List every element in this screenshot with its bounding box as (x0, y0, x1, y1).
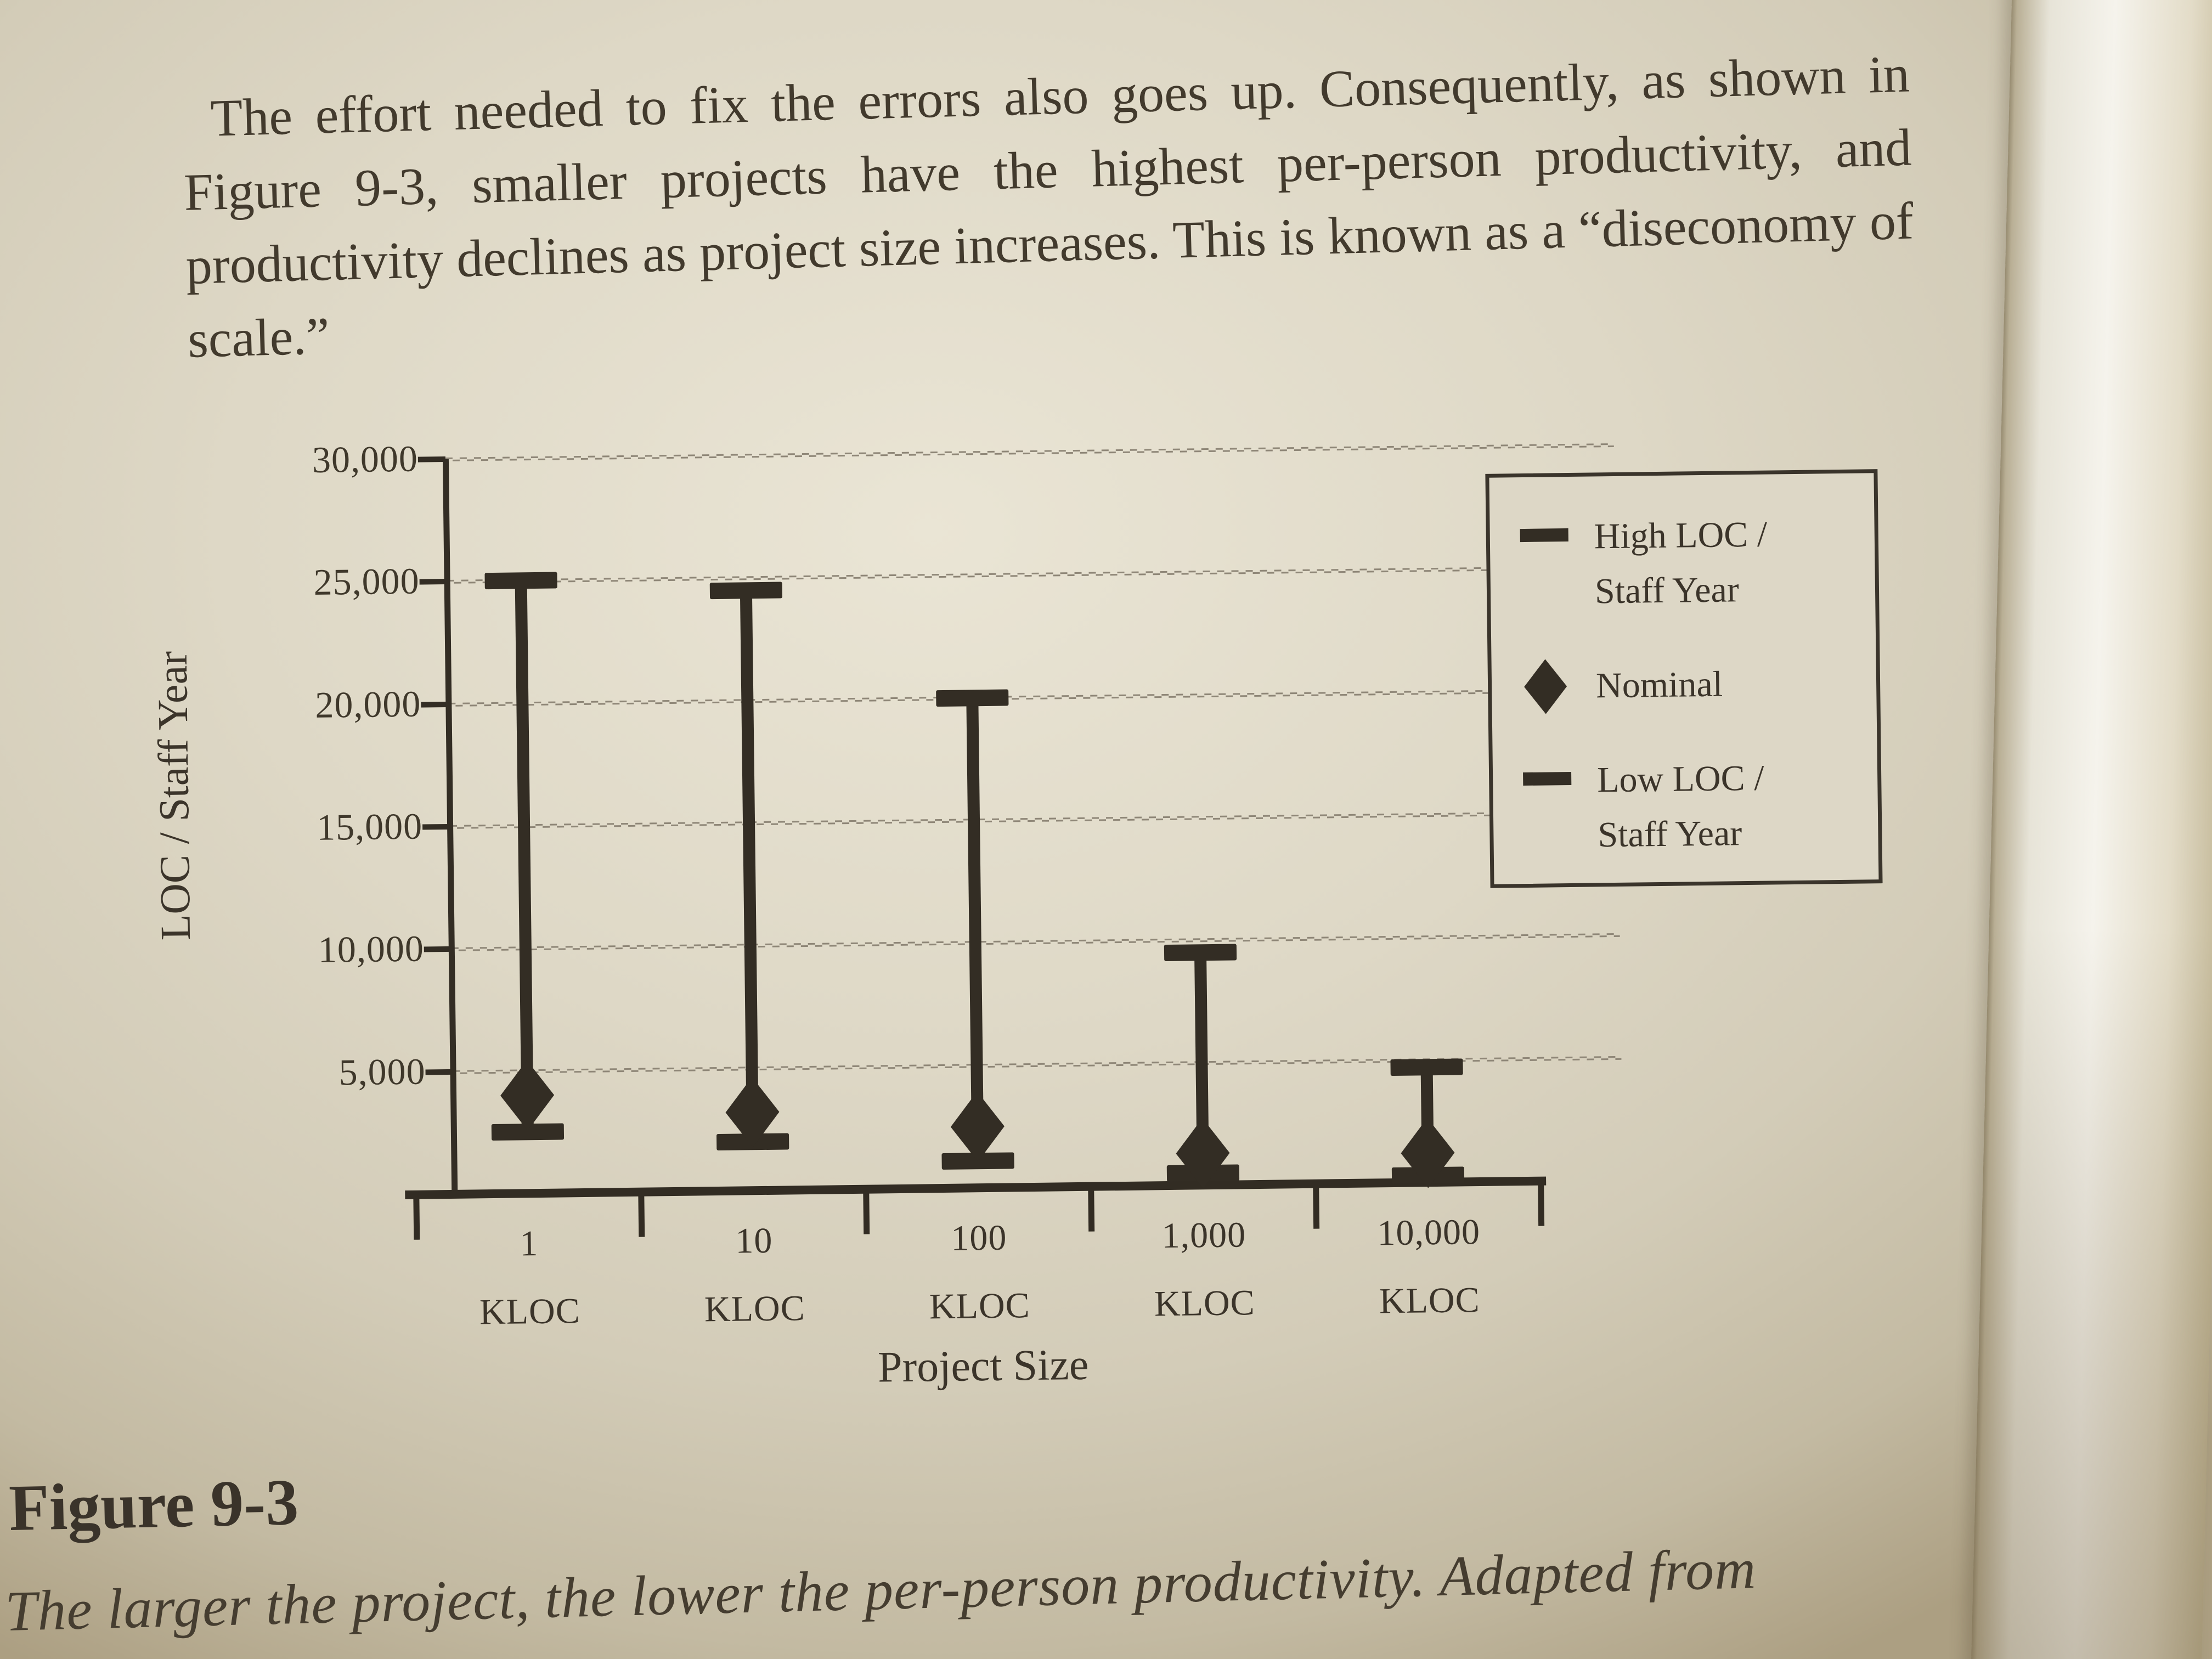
figure-caption: The larger the project, the lower the pe… (4, 1537, 1757, 1643)
figure-label: Figure 9-3 (8, 1465, 300, 1544)
gridline (450, 810, 1618, 829)
range-bar-line (966, 697, 984, 1161)
legend-label: Nominal (1595, 664, 1723, 706)
chart: LOC / Staff Year Project Size 30,000 25,0… (77, 419, 1989, 1511)
gridline (447, 566, 1616, 584)
y-zero-label: – (246, 1167, 427, 1222)
diamond-symbol-icon (1524, 659, 1567, 714)
y-tick-label: 25,000 (313, 560, 420, 603)
y-tick-mark (421, 701, 449, 708)
legend-item-high: High LOC / Staff Year (1520, 506, 1864, 620)
y-tick-label: 15,000 (316, 805, 423, 848)
legend-item-low: Low LOC / Staff Year (1523, 749, 1867, 864)
gridline (445, 443, 1614, 461)
y-tick-mark (417, 456, 445, 462)
x-axis-line (405, 1176, 1547, 1199)
high-cap (936, 689, 1009, 707)
x-category-label: 10,000 (1377, 1212, 1481, 1254)
high-cap (1390, 1058, 1463, 1076)
legend-item-nominal: Nominal (1522, 655, 1866, 714)
x-axis-title: Project Size (877, 1340, 1089, 1392)
y-tick-label: 20,000 (314, 682, 421, 726)
x-category-unit: KLOC (929, 1285, 1031, 1327)
x-axis-tick (1538, 1183, 1545, 1226)
y-tick-label: 10,000 (318, 927, 425, 971)
dash-symbol-icon (1520, 528, 1568, 543)
y-tick-mark (419, 579, 447, 585)
dash-symbol-icon (1523, 771, 1572, 786)
x-category-unit: KLOC (704, 1288, 806, 1330)
chart-plot: 30,000 25,000 20,000 15,000 10,000 5,000 – 1 KLO… (77, 419, 1976, 1332)
gridline (451, 933, 1620, 952)
legend: High LOC / Staff Year Nominal Low LOC / … (1485, 469, 1883, 888)
x-category-unit: KLOC (479, 1291, 581, 1333)
range-bar-line (515, 580, 534, 1132)
x-category-label: 1,000 (1161, 1215, 1246, 1256)
range-bar-line (740, 590, 759, 1142)
nominal-diamond (950, 1091, 1005, 1162)
x-category-label: 10 (735, 1220, 773, 1261)
paragraph-text: The effort needed to fix the errors also… (183, 44, 1915, 369)
legend-label: Low LOC / Staff Year (1596, 758, 1764, 855)
high-cap (1164, 944, 1237, 961)
y-tick-mark (422, 823, 450, 830)
gridline (448, 688, 1617, 707)
x-category-label: 1 (519, 1223, 539, 1264)
page-edge-strip (1970, 0, 2212, 1659)
high-cap (709, 582, 783, 599)
x-category-unit: KLOC (1379, 1280, 1481, 1322)
x-category-unit: KLOC (1154, 1283, 1256, 1324)
y-tick-mark (425, 1069, 453, 1075)
y-axis-title: LOC / Staff Year (148, 651, 200, 941)
x-category-label: 100 (950, 1217, 1007, 1259)
y-tick-label: 30,000 (312, 437, 419, 481)
y-tick-label: 5,000 (338, 1050, 426, 1093)
legend-label: High LOC / Staff Year (1594, 514, 1768, 612)
high-cap (484, 572, 557, 590)
y-tick-mark (424, 946, 452, 952)
